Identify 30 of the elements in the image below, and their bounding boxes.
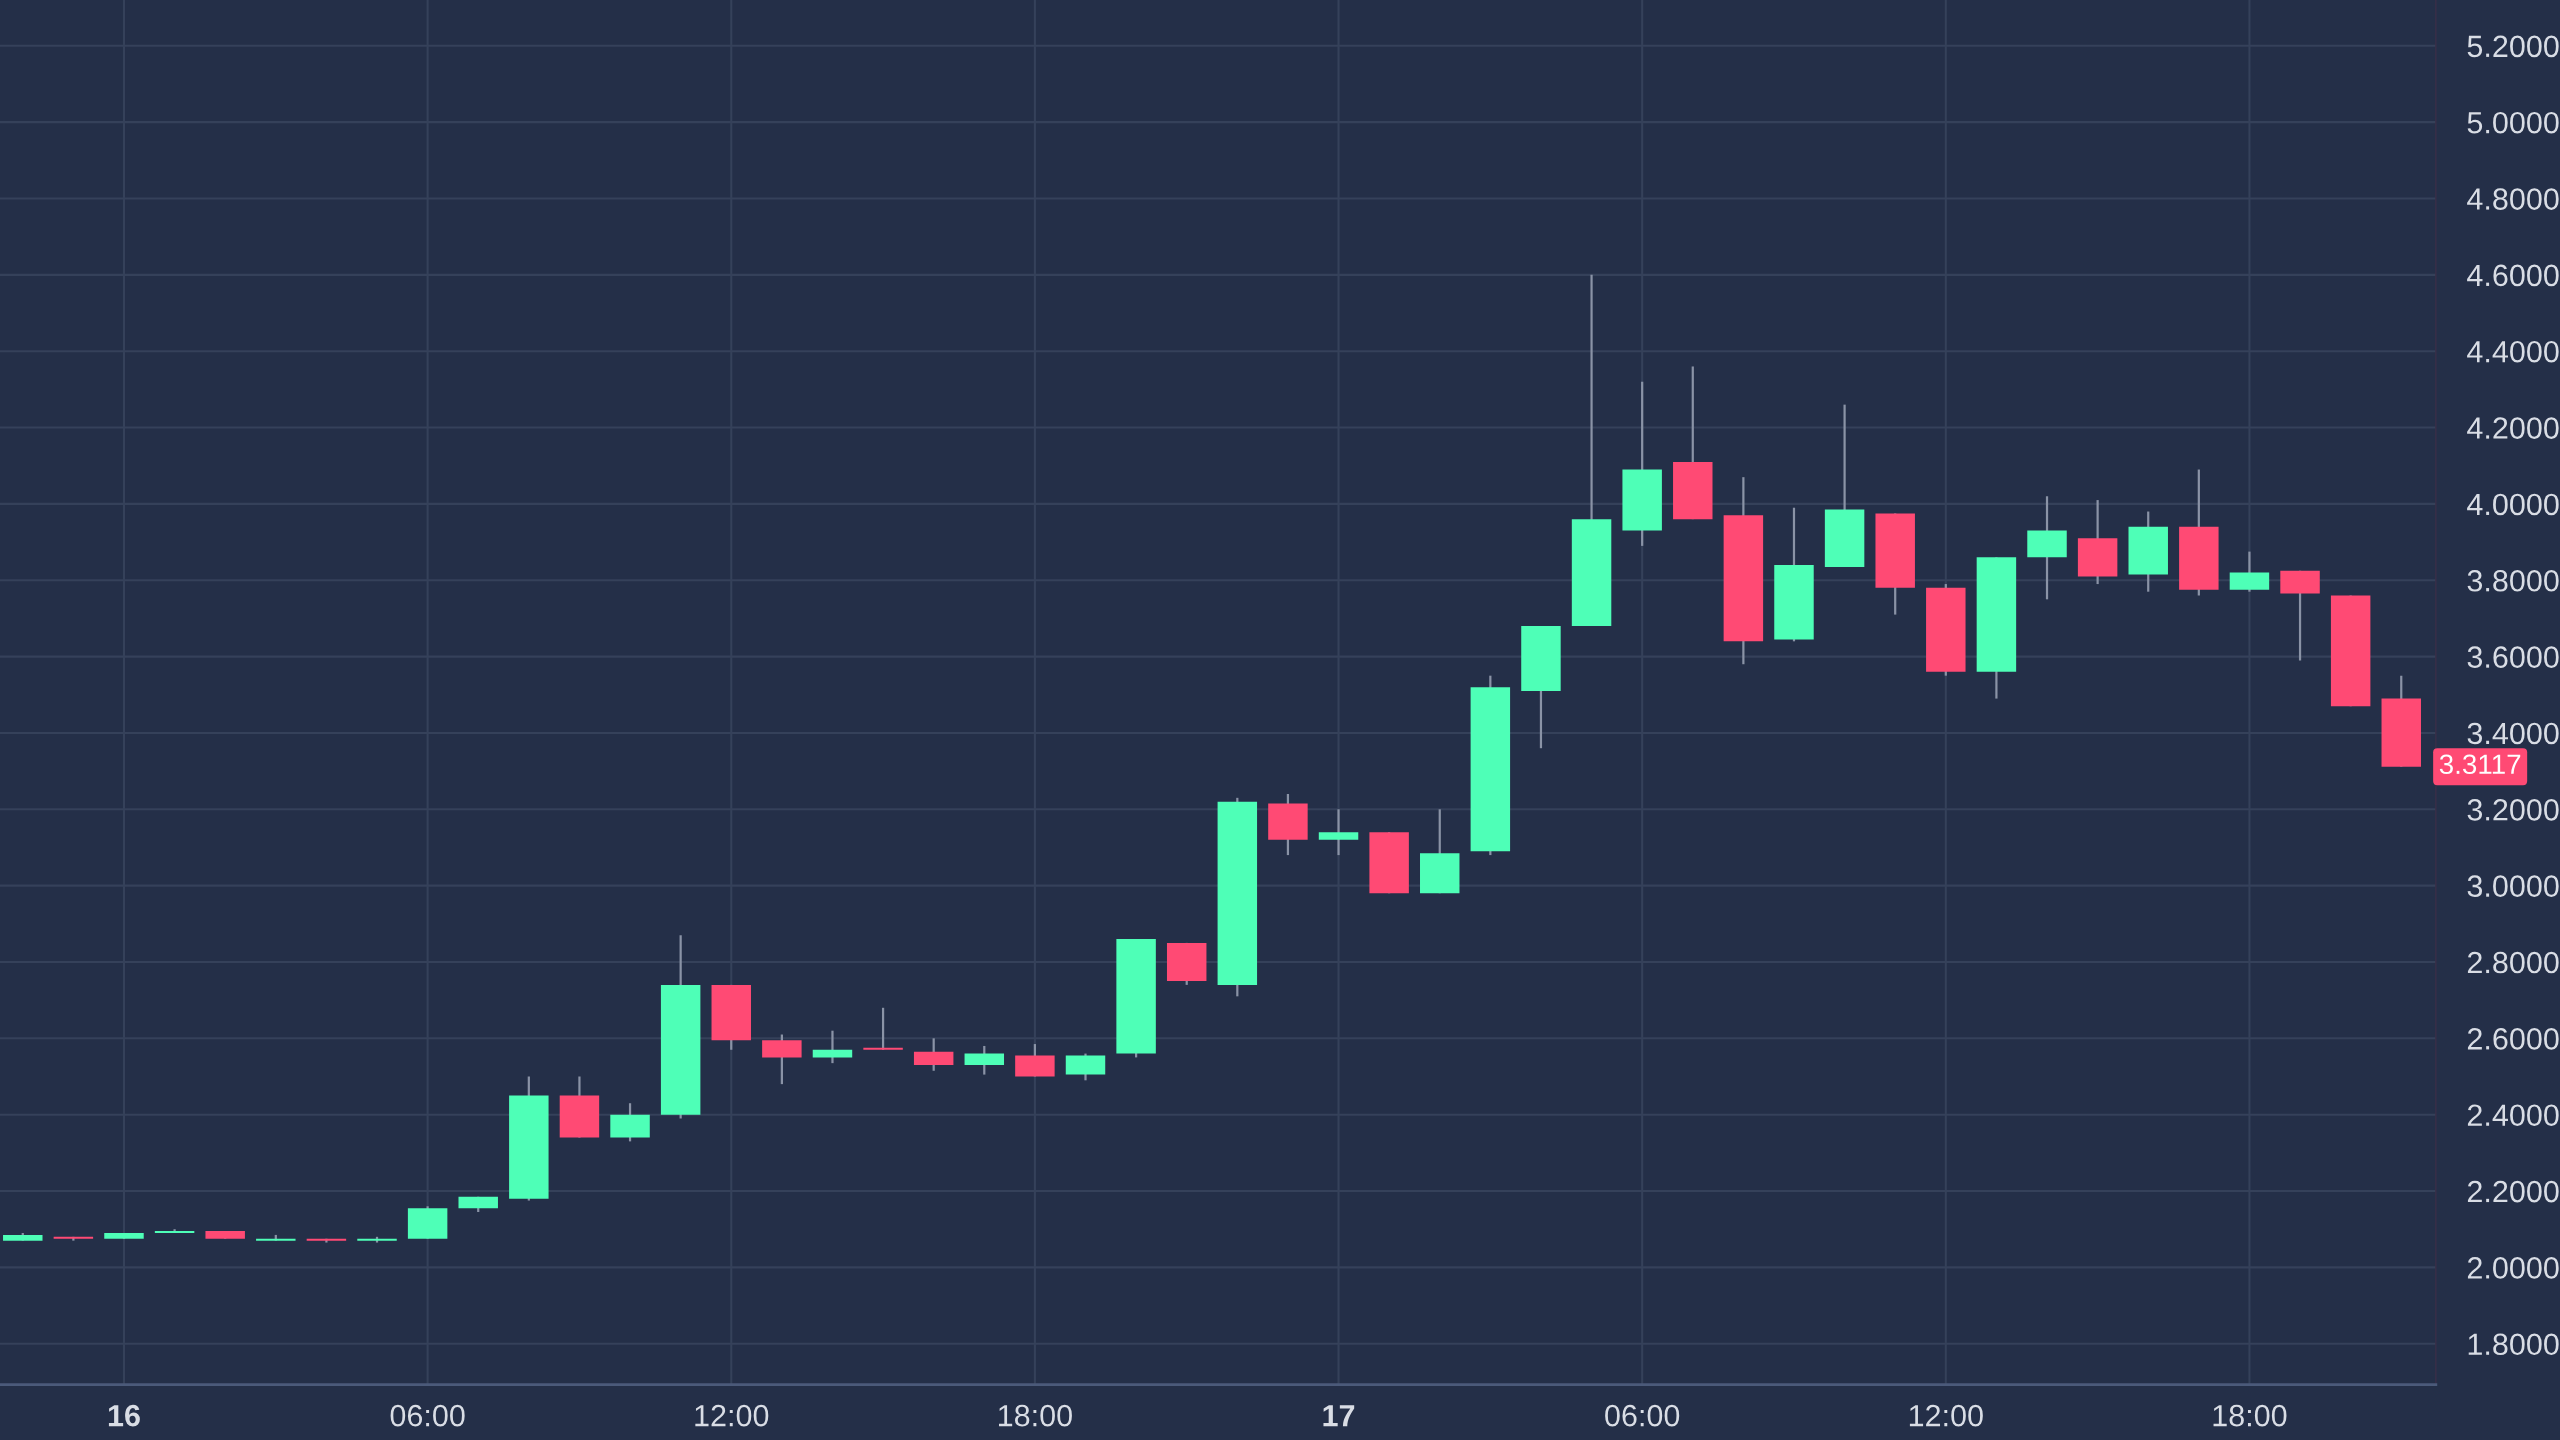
- x-tick-label: 06:00: [390, 1404, 465, 1427]
- x-tick-label: 17: [1323, 1405, 1355, 1427]
- y-tick-label: 3.8000: [2467, 569, 2559, 592]
- y-tick-label: 4.2000: [2467, 417, 2559, 439]
- y-tick-label: 4.4000: [2467, 340, 2559, 363]
- y-tick-label: 2.6000: [2467, 1028, 2559, 1050]
- candlestick: [1318, 808, 1359, 857]
- y-tick-label: 1.8000: [2468, 1333, 2559, 1356]
- y-tick-label: 4.8000: [2467, 188, 2559, 210]
- y-tick-label: 5.2000: [2467, 35, 2559, 58]
- y-tick-label: 3.6000: [2467, 646, 2559, 668]
- x-tick-label: 12:00: [1909, 1404, 1983, 1427]
- x-tick-label: 18:00: [2213, 1404, 2287, 1427]
- x-tick-label: 16: [108, 1404, 140, 1427]
- y-tick-label: 2.4000: [2467, 1104, 2559, 1127]
- y-tick-label: 2.2000: [2467, 1180, 2559, 1203]
- x-tick-label: 06:00: [1605, 1404, 1680, 1427]
- x-tick-label: 18:00: [999, 1404, 1072, 1427]
- y-tick-label: 3.2000: [2467, 799, 2559, 821]
- y-tick-label: 2.0000: [2467, 1257, 2559, 1279]
- y-tick-label: 4.6000: [2467, 264, 2559, 287]
- y-tick-label: 2.8000: [2467, 951, 2559, 974]
- x-tick-label: 12:00: [695, 1404, 769, 1427]
- annotation: 3.3117: [2439, 754, 2521, 775]
- candlestick: [812, 1029, 853, 1065]
- y-tick-label: 3.0000: [2467, 875, 2559, 897]
- y-tick-label: 3.4000: [2467, 722, 2559, 745]
- candlestick: [863, 1006, 903, 1051]
- y-tick-label: 4.0000: [2467, 493, 2559, 516]
- y-tick-label: 5.0000: [2467, 111, 2559, 134]
